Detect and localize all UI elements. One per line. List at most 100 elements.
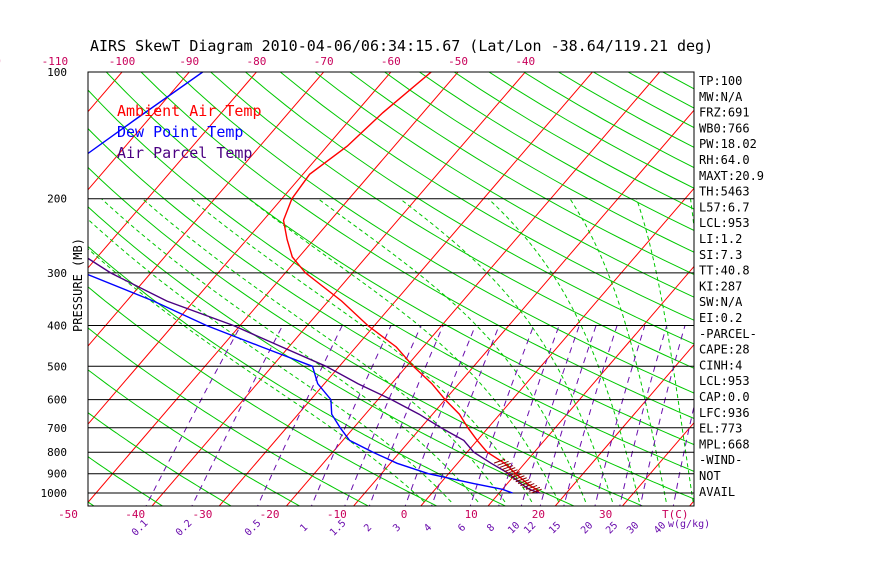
dry-adiabat-line xyxy=(105,72,694,446)
index-item: WB0:766 xyxy=(699,121,750,135)
y-tick-label: 300 xyxy=(47,267,67,280)
mixing-ratio-label: 8 xyxy=(485,522,497,534)
index-item: CINH:4 xyxy=(699,358,742,372)
isotherm-line xyxy=(352,109,694,506)
moist-adiabat-line xyxy=(190,198,533,503)
dry-adiabat-line xyxy=(865,53,870,511)
legend-item: Dew Point Temp xyxy=(117,123,243,141)
mixing-ratio-label: 0.1 xyxy=(130,518,151,539)
index-item: PW:18.02 xyxy=(699,137,757,151)
mixing-ratio-label: 6 xyxy=(456,522,468,534)
dry-adiabat-line xyxy=(140,72,694,420)
index-item: MW:N/A xyxy=(699,90,743,104)
mixing-ratio-line xyxy=(257,325,343,506)
wind-barb xyxy=(515,477,527,483)
isotherm-line xyxy=(218,72,594,506)
top-temp-label: -110 xyxy=(42,55,69,68)
dry-adiabat-line xyxy=(88,327,370,506)
top-temp-label: -50 xyxy=(448,55,468,68)
isotherm-line xyxy=(487,265,694,506)
wind-barb xyxy=(525,484,538,490)
index-item: AVAIL xyxy=(699,485,735,499)
mixing-ratio-line xyxy=(344,325,422,506)
index-item: NOT xyxy=(699,469,721,483)
dry-adiabat-line xyxy=(88,501,95,506)
moist-adiabat-line xyxy=(88,218,452,503)
mixing-ratio-line xyxy=(520,325,580,506)
bottom-temp-label: -40 xyxy=(125,508,145,521)
moist-adiabat-line xyxy=(142,198,506,503)
dry-adiabat-line xyxy=(88,89,694,472)
dry-adiabat-line xyxy=(88,369,301,506)
mixing-ratio-line xyxy=(404,325,476,506)
y-tick-label: 500 xyxy=(47,360,67,373)
moist-adiabat-line xyxy=(569,198,667,502)
y-tick-label: 700 xyxy=(47,422,67,435)
mixing-ratio-label: 15 xyxy=(547,520,563,536)
bottom-temp-label: -10 xyxy=(327,508,347,521)
isotherm-line xyxy=(0,53,4,511)
isotherm-line xyxy=(820,53,870,511)
isotherm-line xyxy=(88,72,325,347)
index-item: L57:6.7 xyxy=(699,200,750,214)
y-tick-label: 100 xyxy=(47,66,67,79)
dry-adiabat-line xyxy=(798,53,870,511)
dry-adiabat-line xyxy=(730,53,870,511)
isotherm-line xyxy=(88,72,459,504)
dry-adiabat-line xyxy=(88,456,164,506)
isotherm-line xyxy=(151,72,526,506)
index-item: TH:5463 xyxy=(699,185,750,199)
index-item: -PARCEL- xyxy=(699,327,757,341)
wind-barb xyxy=(497,460,509,466)
isotherm-line xyxy=(0,53,71,511)
wind-barb xyxy=(520,481,532,487)
bottom-temp-label: 10 xyxy=(465,508,478,521)
isotherm-line xyxy=(285,72,661,506)
dry-adiabat-line xyxy=(88,166,644,506)
mixing-ratio-label: 0.5 xyxy=(243,518,264,539)
chart-title: AIRS SkewT Diagram 2010-04-06/06:34:15.6… xyxy=(90,37,713,55)
dry-adiabat-line xyxy=(88,245,507,506)
bottom-temp-label: 0 xyxy=(401,508,408,521)
top-temp-label: -100 xyxy=(109,55,136,68)
axes-layer: 1002003004005006007008009001000-120-110-… xyxy=(0,55,710,539)
moist-adiabat-line xyxy=(317,198,587,503)
isotherm-line xyxy=(621,422,694,506)
index-item: EL:773 xyxy=(699,422,742,436)
dry-adiabat-line xyxy=(348,72,694,275)
index-item: LCL:953 xyxy=(699,374,750,388)
wind-barb xyxy=(510,473,523,479)
wind-barb xyxy=(493,458,506,464)
isotherm-line xyxy=(753,53,870,511)
bottom-temp-label: -30 xyxy=(192,508,212,521)
mixing-ratio-line xyxy=(310,325,392,506)
bottom-temp-label: 30 xyxy=(599,508,612,521)
mixing-ratio-label: 3 xyxy=(391,522,403,534)
top-temp-label: -60 xyxy=(381,55,401,68)
isotherm-line xyxy=(88,72,190,191)
mixing-ratio-line xyxy=(191,325,284,506)
index-item: LI:1.2 xyxy=(699,232,742,246)
y-tick-label: 400 xyxy=(47,319,67,332)
wind-barb xyxy=(523,483,535,489)
top-temp-label: -90 xyxy=(179,55,199,68)
mixing-ratio-label: 10 xyxy=(506,520,522,536)
y-tick-label: 1000 xyxy=(41,487,68,500)
dry-adiabat-line xyxy=(764,53,870,511)
dry-adiabat-line xyxy=(279,72,694,321)
y-tick-label: 200 xyxy=(47,193,67,206)
index-item: -WIND- xyxy=(699,453,742,467)
mixing-ratio-line xyxy=(469,325,535,506)
mixing-ratio-label: 2 xyxy=(362,522,374,534)
mixing-ratio-label: 1 xyxy=(298,522,310,534)
wind-barb xyxy=(530,488,542,494)
index-item: SI:7.3 xyxy=(699,248,742,262)
dry-adiabat-line xyxy=(488,72,694,189)
dry-adiabat-line xyxy=(244,72,694,345)
index-item: TT:40.8 xyxy=(699,264,750,278)
mixing-ratio-label: 0.2 xyxy=(174,518,195,539)
dry-adiabat-line xyxy=(209,72,694,369)
wind-barb xyxy=(506,469,518,475)
mixing-ratio-line xyxy=(498,325,560,506)
isotherm-line xyxy=(554,343,694,506)
